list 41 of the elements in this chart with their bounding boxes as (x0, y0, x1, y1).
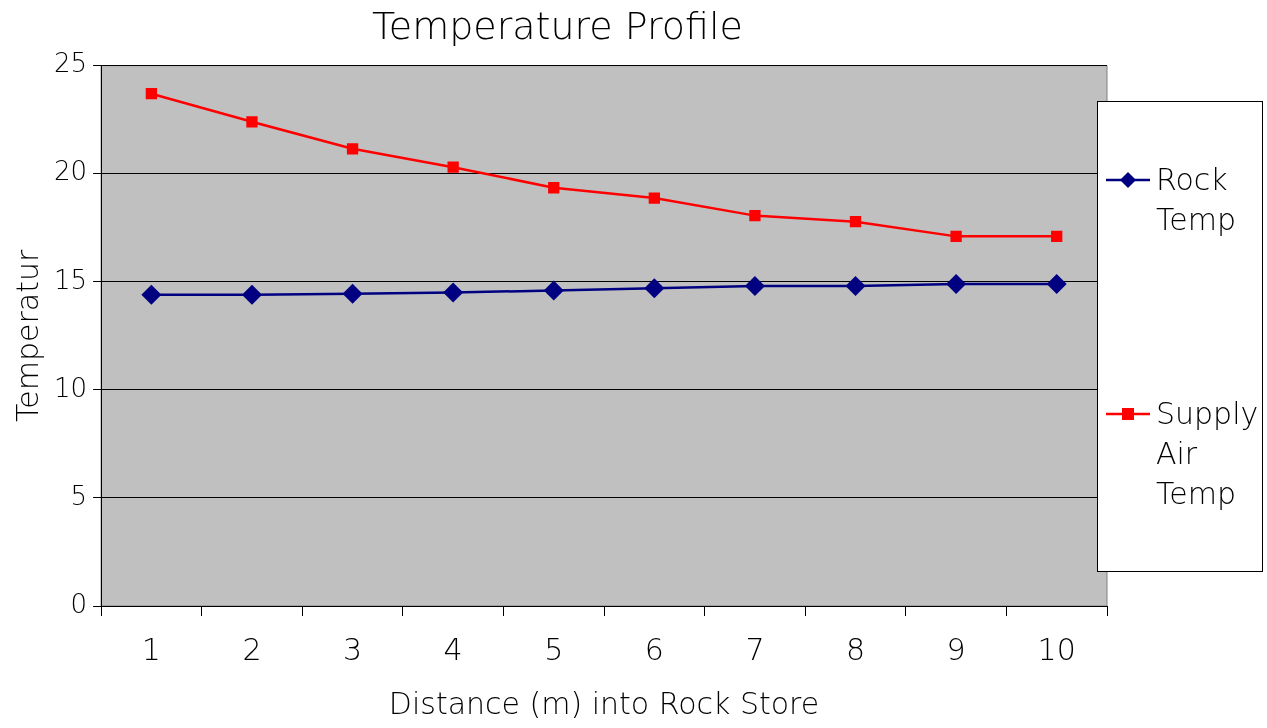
legend-label: Supply Air Temp (1156, 395, 1260, 513)
y-tick-label: 10 (53, 372, 88, 403)
point (145, 88, 158, 100)
point (447, 161, 459, 173)
x-tick-label: 7 (745, 631, 765, 667)
point (346, 143, 359, 155)
legend-label: Rock Temp (1156, 161, 1237, 239)
point (543, 280, 564, 301)
point (342, 283, 363, 304)
x-tick-label: 10 (1037, 631, 1076, 667)
y-tick-label: 0 (70, 588, 88, 619)
point (141, 284, 162, 305)
point (241, 284, 262, 305)
point (648, 192, 660, 204)
point (946, 273, 967, 294)
chart-title: Temperature Profile (372, 3, 743, 48)
x-tick-label: 1 (141, 631, 161, 667)
x-axis-title: Distance (m) into Rock Store (388, 685, 820, 721)
y-tick-label: 5 (70, 480, 88, 511)
y-tick-label: 15 (53, 264, 88, 295)
point (443, 282, 464, 303)
point (845, 276, 866, 297)
y-axis-title: Temperatur (9, 249, 45, 422)
x-tick-label: 4 (443, 631, 463, 667)
point (548, 182, 560, 194)
x-tick-label: 3 (343, 631, 363, 667)
point (744, 276, 765, 297)
y-tick-label: 25 (53, 48, 88, 79)
y-tick-label: 20 (53, 156, 88, 187)
point (749, 209, 761, 222)
point (1051, 230, 1063, 243)
x-tick-label: 6 (644, 631, 664, 667)
point (644, 278, 665, 299)
x-tick-label: 2 (242, 631, 262, 667)
x-tick-label: 9 (946, 631, 966, 667)
point (849, 216, 862, 228)
point (246, 116, 258, 128)
point (1046, 273, 1067, 294)
x-tick-label: 5 (544, 631, 564, 667)
x-tick-label: 8 (845, 631, 866, 667)
point (950, 230, 962, 243)
